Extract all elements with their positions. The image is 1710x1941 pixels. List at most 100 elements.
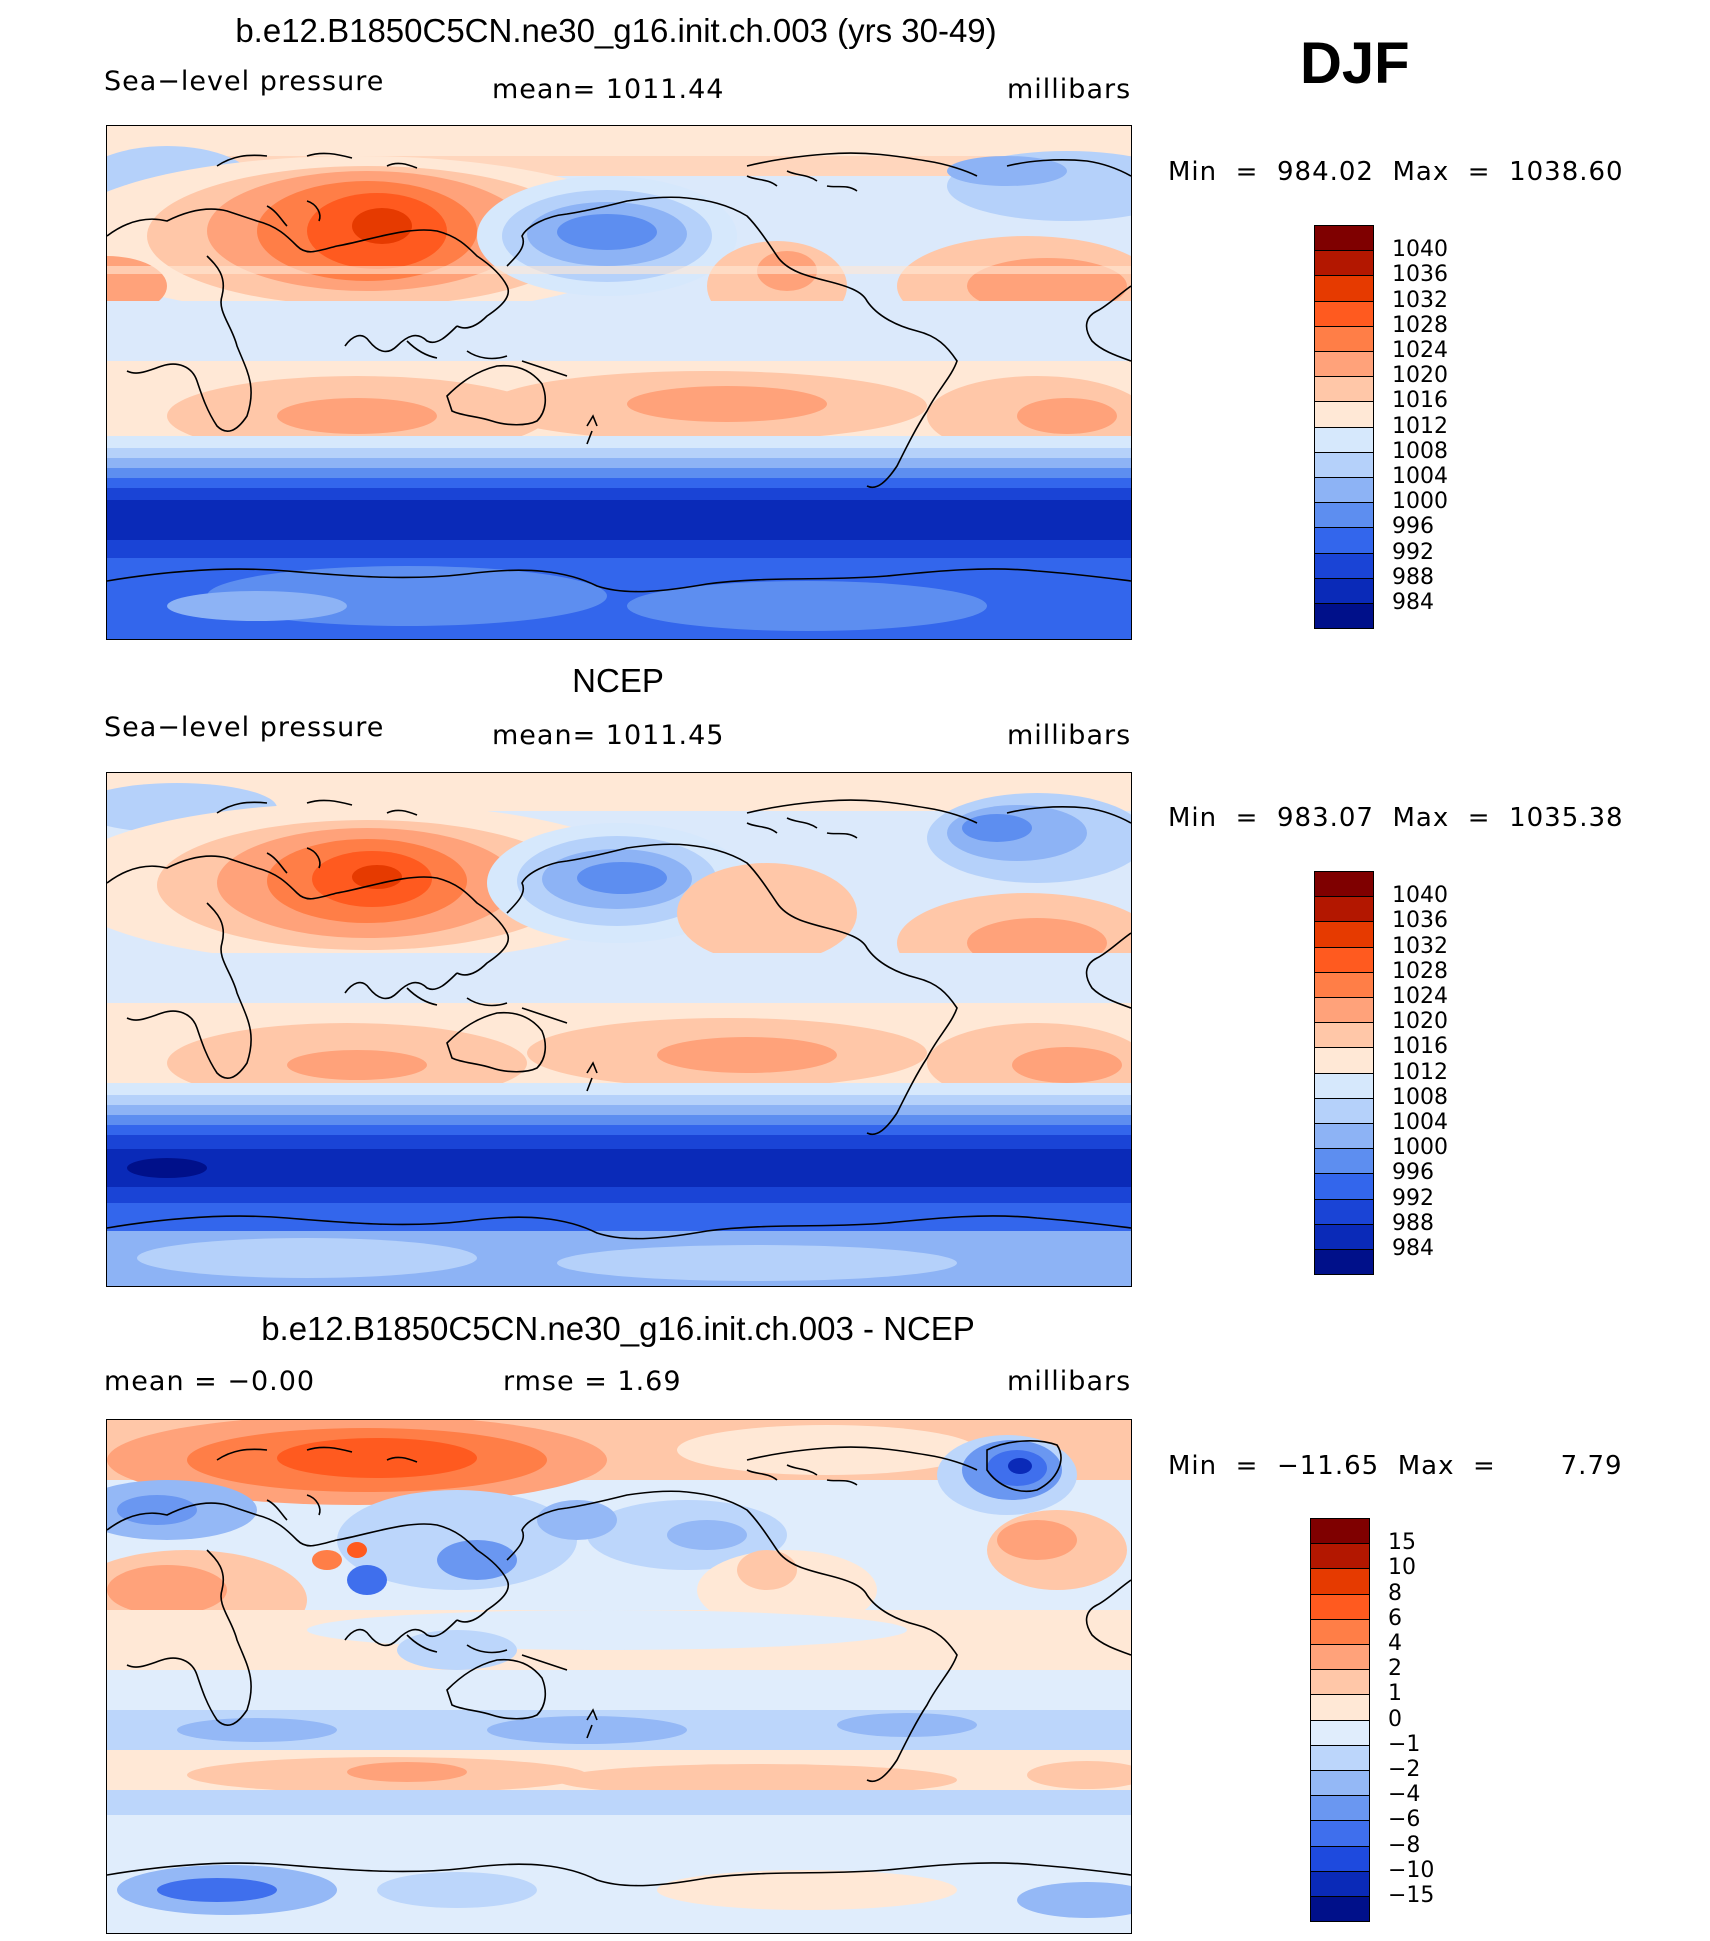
colorbar-label: 1012 (1392, 1059, 1448, 1085)
colorbar-swatch (1314, 921, 1374, 948)
colorbar-swatch (1314, 1173, 1374, 1200)
colorbar-swatch (1314, 300, 1374, 327)
colorbar-swatch (1314, 451, 1374, 478)
colorbar-swatch (1314, 376, 1374, 403)
panel-model-mean-label: mean= 1011.44 (492, 74, 725, 105)
colorbar-swatch (1314, 896, 1374, 923)
panel-model-map (106, 125, 1132, 640)
panel-model-variable-label: Sea−level pressure (104, 66, 385, 97)
colorbar-swatch (1314, 401, 1374, 428)
colorbar-label: 1024 (1392, 338, 1448, 363)
colorbar-label: 988 (1392, 564, 1434, 590)
colorbar-label: −4 (1388, 1782, 1421, 1808)
colorbar-swatch (1314, 1223, 1374, 1250)
colorbar-label: 984 (1392, 1236, 1434, 1261)
colorbar-swatch (1310, 1870, 1370, 1897)
colorbar-label: 10 (1388, 1555, 1416, 1581)
colorbar-label: 1028 (1392, 958, 1448, 984)
colorbar-swatch (1310, 1593, 1370, 1620)
panel-model-map-svg (107, 126, 1131, 639)
colorbar-swatch (1314, 502, 1374, 529)
panel-diff-units-label: millibars (1007, 1366, 1132, 1397)
colorbar-label: 1028 (1392, 312, 1448, 338)
panel-model-units-label: millibars (1007, 74, 1132, 105)
colorbar-label: 8 (1388, 1580, 1402, 1606)
colorbar-label: 15 (1388, 1530, 1416, 1556)
colorbar-swatch (1314, 527, 1374, 554)
colorbar-label: 1036 (1392, 262, 1448, 288)
colorbar-label: 1000 (1392, 1135, 1448, 1161)
colorbar-swatch (1314, 275, 1374, 302)
colorbar-label: 1012 (1392, 413, 1448, 439)
colorbar-swatch (1314, 477, 1374, 504)
colorbar-swatch (1310, 1694, 1370, 1721)
panel-obs-map-svg (107, 773, 1131, 1286)
colorbar-label: 992 (1392, 1185, 1434, 1211)
panel-model-colorbar: 1040 1036 1032 1028 1024 1020 1016 1012 1008 1004… (1314, 225, 1464, 630)
colorbar-label: 1040 (1392, 237, 1448, 263)
season-label: DJF (1300, 31, 1410, 96)
colorbar-swatch (1314, 250, 1374, 277)
panel-diff-minmax: Min = −11.65 Max = 7.79 (1168, 1451, 1623, 1481)
colorbar-swatch (1314, 997, 1374, 1024)
panel-diff-mean-label: mean = −0.00 (104, 1366, 316, 1397)
panel-model-title: b.e12.B1850C5CN.ne30_g16.init.ch.003 (yr… (235, 12, 997, 49)
colorbar-swatch (1310, 1770, 1370, 1797)
colorbar-swatch (1314, 871, 1374, 898)
panel-obs-map (106, 772, 1132, 1287)
colorbar-swatch (1310, 1644, 1370, 1671)
colorbar-swatch (1314, 1198, 1374, 1225)
colorbar-label: 1040 (1392, 883, 1448, 909)
colorbar-swatch (1314, 946, 1374, 973)
colorbar-label: 1032 (1392, 287, 1448, 313)
colorbar-swatch (1314, 1047, 1374, 1074)
colorbar-label: 1032 (1392, 933, 1448, 959)
panel-obs-title: NCEP (572, 662, 664, 699)
panel-obs-units-label: millibars (1007, 720, 1132, 751)
colorbar-swatch (1314, 225, 1374, 252)
colorbar-label: −15 (1388, 1883, 1435, 1908)
colorbar-label: 1008 (1392, 438, 1448, 464)
colorbar-label: 996 (1392, 1160, 1434, 1186)
panel-obs-colorbar: 1040 1036 1032 1028 1024 1020 1016 1012 1008 1004… (1314, 871, 1464, 1276)
colorbar-label: 6 (1388, 1605, 1402, 1631)
panel-obs-variable-label: Sea−level pressure (104, 712, 385, 743)
colorbar-label: 1020 (1392, 363, 1448, 389)
colorbar-swatch (1314, 577, 1374, 604)
panel-diff-colorbar: 15 10 8 6 4 2 1 0 −1 −2 −4 −6 −8 −10 −15 (1310, 1518, 1460, 1923)
colorbar-swatch (1310, 1845, 1370, 1872)
colorbar-swatch (1314, 426, 1374, 453)
colorbar-label: 0 (1388, 1706, 1402, 1732)
colorbar-label: 984 (1392, 590, 1434, 615)
colorbar-label: 1016 (1392, 1034, 1448, 1060)
colorbar-label: −8 (1388, 1832, 1421, 1858)
colorbar-swatch (1310, 1568, 1370, 1595)
colorbar-label: 1000 (1392, 489, 1448, 515)
colorbar-swatch (1310, 1543, 1370, 1570)
colorbar-label: 1008 (1392, 1084, 1448, 1110)
colorbar-swatch (1310, 1744, 1370, 1771)
colorbar-swatch (1314, 351, 1374, 378)
colorbar-swatch (1310, 1795, 1370, 1822)
colorbar-label: 2 (1388, 1656, 1402, 1682)
panel-model-minmax: Min = 984.02 Max = 1038.60 (1168, 157, 1624, 187)
colorbar-swatch (1310, 1719, 1370, 1746)
colorbar-label: 1004 (1392, 464, 1448, 489)
colorbar-swatch (1314, 1148, 1374, 1175)
colorbar-swatch (1314, 1022, 1374, 1049)
colorbar-label: 1016 (1392, 388, 1448, 414)
colorbar-label: 988 (1392, 1210, 1434, 1236)
panel-diff-map-svg (107, 1420, 1131, 1933)
colorbar-label: 4 (1388, 1631, 1402, 1656)
colorbar-label: −10 (1388, 1857, 1435, 1883)
colorbar-label: 992 (1392, 539, 1434, 565)
colorbar-label: 996 (1392, 514, 1434, 540)
colorbar-label: −1 (1388, 1731, 1421, 1757)
colorbar-label: −2 (1388, 1757, 1421, 1782)
colorbar-swatch (1314, 1072, 1374, 1099)
colorbar-label: −6 (1388, 1807, 1421, 1833)
panel-diff-map (106, 1419, 1132, 1934)
colorbar-label: 1024 (1392, 984, 1448, 1009)
colorbar-swatch (1310, 1820, 1370, 1847)
colorbar-swatch (1310, 1618, 1370, 1645)
